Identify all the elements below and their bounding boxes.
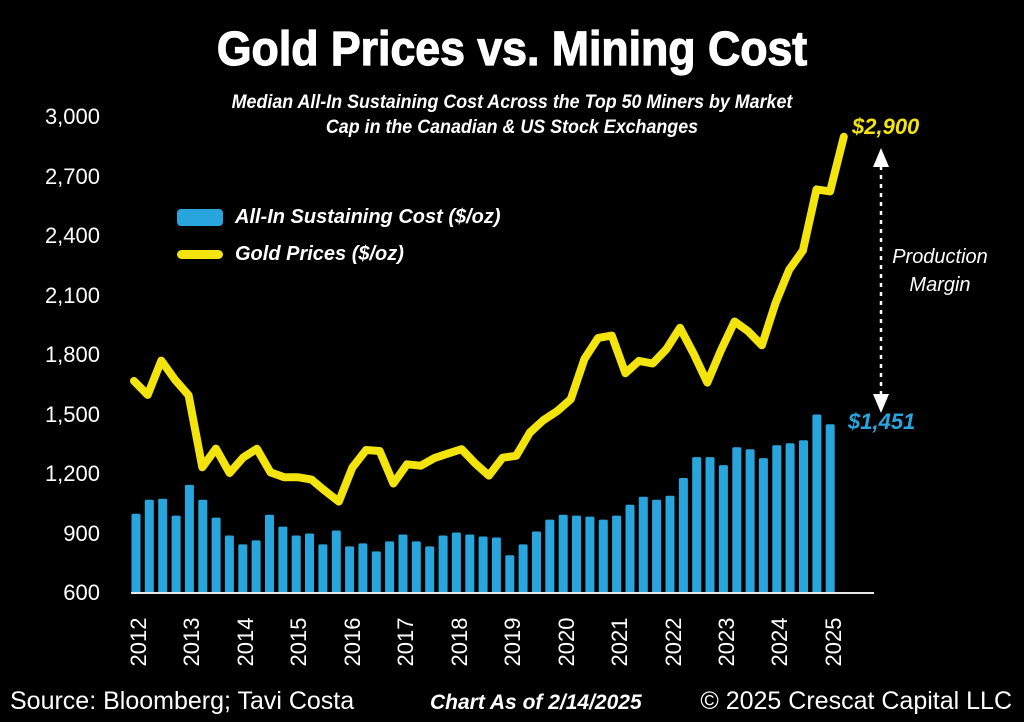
bar-aisc bbox=[732, 447, 742, 593]
bar-aisc bbox=[425, 546, 435, 593]
bar-aisc bbox=[758, 458, 768, 593]
bar-aisc bbox=[718, 465, 728, 593]
bar-aisc bbox=[518, 544, 528, 593]
x-tick-label: 2014 bbox=[232, 617, 258, 667]
bar-aisc bbox=[411, 541, 421, 593]
bar-aisc bbox=[638, 496, 648, 593]
chart-subtitle-line1: Median All-In Sustaining Cost Across the… bbox=[231, 92, 793, 113]
bar-aisc bbox=[265, 514, 274, 593]
gold-latest-callout: $2,900 bbox=[852, 114, 920, 139]
as-of-date: Chart As of 2/14/2025 bbox=[430, 691, 642, 714]
bar-aisc bbox=[438, 535, 448, 593]
aisc-legend-swatch bbox=[177, 209, 223, 226]
bar-aisc bbox=[799, 440, 808, 593]
bar-aisc bbox=[291, 535, 301, 593]
bar-aisc bbox=[451, 532, 461, 593]
bar-aisc bbox=[652, 499, 662, 593]
x-tick-label: 2022 bbox=[660, 617, 686, 667]
legend-item-aisc: All-In Sustaining Cost ($/oz) bbox=[177, 206, 501, 229]
bar-aisc bbox=[545, 519, 555, 593]
bar-aisc bbox=[572, 515, 581, 593]
y-tick-label: 3,000 bbox=[44, 104, 100, 129]
x-tick-label: 2013 bbox=[179, 617, 205, 667]
aisc-legend-label: All-In Sustaining Cost ($/oz) bbox=[235, 206, 501, 228]
bar-aisc bbox=[532, 531, 541, 593]
bar-aisc bbox=[144, 499, 154, 593]
x-tick-label: 2023 bbox=[714, 617, 739, 667]
y-tick-label: 1,800 bbox=[44, 342, 100, 367]
arrow-down-head bbox=[873, 394, 889, 413]
bar-aisc bbox=[224, 535, 234, 593]
y-tick-label: 900 bbox=[63, 520, 100, 546]
bar-aisc bbox=[705, 457, 715, 593]
x-tick-label: 2018 bbox=[446, 617, 472, 667]
bar-aisc bbox=[825, 424, 835, 593]
x-tick-label: 2012 bbox=[126, 617, 151, 667]
bar-aisc bbox=[131, 513, 141, 593]
y-tick-label: 1,200 bbox=[44, 461, 100, 486]
bar-aisc bbox=[505, 555, 515, 593]
copyright-notice: © 2025 Crescat Capital LLC bbox=[700, 687, 1012, 715]
chart-subtitle-line2: Cap in the Canadian & US Stock Exchanges bbox=[325, 117, 699, 138]
gold-legend-label: Gold Prices ($/oz) bbox=[235, 243, 404, 265]
production-margin-label: Production Margin bbox=[892, 246, 988, 296]
bar-aisc bbox=[371, 551, 381, 593]
bar-aisc bbox=[785, 443, 795, 593]
bar-aisc bbox=[585, 516, 595, 593]
bar-aisc bbox=[478, 536, 488, 593]
legend-item-gold: Gold Prices ($/oz) bbox=[177, 243, 404, 266]
x-tick-label: 2025 bbox=[820, 617, 846, 667]
bar-aisc bbox=[211, 517, 221, 593]
aisc-latest-callout: $1,451 bbox=[848, 409, 916, 434]
bar-aisc bbox=[184, 484, 194, 593]
y-tick-label: 2,700 bbox=[44, 163, 100, 189]
bar-aisc bbox=[345, 546, 355, 593]
bar-aisc bbox=[612, 515, 622, 593]
x-tick-label: 2021 bbox=[607, 617, 632, 667]
bar-aisc bbox=[331, 530, 341, 593]
bar-aisc bbox=[278, 526, 288, 593]
bar-aisc bbox=[238, 544, 248, 593]
source-credit: Source: Bloomberg; Tavi Costa bbox=[10, 687, 355, 715]
bar-aisc bbox=[598, 519, 608, 593]
chart-title: Gold Prices vs. Mining Cost bbox=[216, 22, 808, 76]
bar-aisc bbox=[812, 414, 822, 593]
bar-aisc bbox=[198, 499, 208, 593]
y-tick-label: 1,500 bbox=[44, 401, 100, 427]
bar-aisc bbox=[171, 515, 181, 593]
bar-aisc bbox=[772, 445, 782, 593]
bar-aisc bbox=[491, 537, 501, 593]
bar-aisc bbox=[692, 457, 702, 593]
bar-aisc bbox=[558, 514, 568, 593]
y-tick-label: 600 bbox=[63, 580, 100, 605]
bar-aisc bbox=[358, 543, 368, 593]
y-tick-label: 2,100 bbox=[44, 282, 100, 308]
x-tick-label: 2017 bbox=[393, 617, 419, 667]
x-tick-label: 2015 bbox=[286, 617, 312, 667]
bar-aisc bbox=[625, 504, 635, 593]
bar-aisc bbox=[158, 498, 168, 593]
bar-aisc bbox=[665, 495, 675, 593]
bar-aisc bbox=[251, 540, 261, 593]
x-tick-label: 2024 bbox=[767, 617, 793, 667]
x-tick-label: 2016 bbox=[339, 617, 365, 667]
bar-aisc bbox=[465, 534, 475, 593]
bar-aisc bbox=[398, 534, 408, 593]
bar-aisc bbox=[385, 541, 395, 593]
gold-legend-swatch bbox=[177, 250, 223, 259]
bar-aisc bbox=[318, 544, 328, 593]
x-tick-label: 2020 bbox=[553, 617, 579, 667]
bar-aisc bbox=[745, 449, 755, 593]
x-tick-label: 2019 bbox=[500, 617, 526, 667]
bar-aisc bbox=[678, 478, 688, 593]
gold-price-line bbox=[130, 132, 848, 506]
y-tick-label: 2,400 bbox=[44, 223, 100, 248]
arrow-up-head bbox=[873, 148, 889, 167]
bar-aisc bbox=[305, 533, 314, 593]
